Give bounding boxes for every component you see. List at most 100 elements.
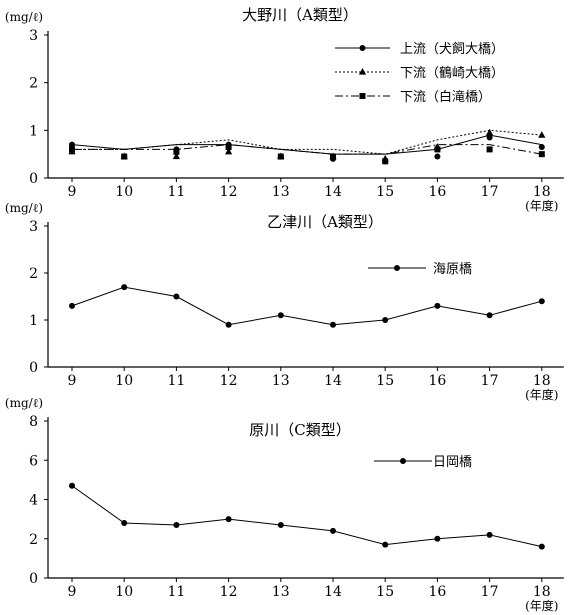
x-tick-label: 11	[167, 184, 185, 200]
data-point	[486, 128, 494, 136]
series-line	[71, 286, 542, 326]
y-tick-label: 3	[29, 28, 38, 44]
y-unit-label: (mg/ℓ)	[5, 396, 43, 410]
data-point	[330, 527, 336, 534]
legend-marker	[358, 68, 367, 75]
data-point	[382, 317, 389, 323]
x-tick-label: 15	[376, 373, 394, 389]
data-point	[277, 522, 284, 529]
data-point	[538, 543, 545, 550]
y-unit-label: (mg/ℓ)	[5, 201, 43, 215]
data-point	[486, 312, 493, 319]
x-tick-label: 15	[376, 184, 394, 200]
y-tick-label: 3	[29, 219, 38, 235]
data-point	[173, 293, 180, 300]
chart-3: 原川（C類型） (mg/ℓ) (年度) 0 2 4 6 8 9 10 11 12 13 14 15 16 17 1…	[5, 396, 564, 613]
data-point	[538, 131, 546, 138]
x-tick-label: 9	[68, 584, 77, 600]
y-tick-label: 2	[29, 76, 38, 92]
x-tick-label: 16	[428, 584, 446, 600]
x-tick-label: 15	[376, 584, 394, 600]
y-tick-label: 1	[29, 123, 38, 139]
x-tick-label: 18	[533, 584, 551, 600]
data-point	[277, 153, 284, 160]
series-line	[71, 485, 542, 548]
data-point	[538, 298, 545, 305]
chart-title: 大野川（A類型）	[242, 6, 358, 24]
data-point	[538, 151, 545, 158]
x-unit-label: (年度)	[525, 198, 558, 213]
y-tick-label: 8	[29, 414, 38, 430]
data-point	[121, 284, 128, 291]
x-unit-label: (年度)	[525, 387, 558, 402]
data-point	[69, 141, 75, 148]
x-tick-label: 12	[220, 184, 238, 200]
data-point	[382, 158, 389, 165]
y-unit-label: (mg/ℓ)	[5, 10, 43, 24]
data-point	[225, 147, 233, 155]
legend-marker	[359, 93, 366, 99]
data-point	[434, 146, 441, 153]
series-line	[72, 129, 542, 155]
data-point	[172, 152, 180, 160]
data-point	[225, 144, 232, 151]
data-point	[538, 144, 545, 151]
x-tick-label: 12	[220, 373, 238, 389]
x-tick-label: 14	[324, 584, 342, 600]
x-tick-label: 16	[428, 373, 446, 389]
y-tick-label: 1	[29, 313, 38, 329]
x-tick-label: 11	[167, 373, 185, 389]
data-point	[277, 312, 284, 319]
y-tick-label: 6	[29, 453, 38, 469]
data-point	[434, 153, 441, 160]
data-point	[173, 522, 180, 529]
legend-entry: 下流（白滝橋）	[400, 89, 491, 105]
legend-marker	[359, 45, 366, 51]
x-tick-label: 17	[481, 184, 499, 200]
data-point	[225, 321, 232, 328]
data-point	[173, 148, 180, 155]
legend-entry: 上流（犬飼大橋）	[400, 42, 504, 57]
legend-entry: 海原橋	[433, 262, 472, 277]
y-tick-label: 4	[29, 493, 38, 509]
data-point	[434, 535, 441, 542]
x-tick-label: 16	[428, 184, 446, 200]
x-tick-label: 13	[272, 184, 290, 200]
x-tick-label: 18	[533, 373, 551, 389]
data-point	[382, 541, 389, 548]
y-tick-label: 0	[29, 571, 38, 587]
x-tick-label: 10	[115, 184, 133, 200]
x-tick-label: 17	[481, 584, 499, 600]
x-tick-label: 18	[533, 184, 551, 200]
x-unit-label: (年度)	[525, 598, 558, 613]
data-point	[69, 146, 75, 153]
data-point	[69, 482, 75, 489]
legend-entry: 日岡橋	[433, 455, 472, 470]
legend-marker	[400, 458, 406, 464]
data-point	[69, 302, 75, 309]
x-tick-label: 9	[68, 373, 77, 389]
data-point	[330, 153, 336, 160]
data-point	[434, 302, 441, 309]
x-tick-label: 14	[324, 184, 342, 200]
data-point	[330, 321, 336, 328]
x-tick-label: 11	[167, 584, 185, 600]
x-tick-label: 10	[115, 373, 133, 389]
data-point	[121, 153, 128, 160]
chart-title: 乙津川（A類型）	[267, 213, 383, 231]
legend-marker	[394, 265, 400, 271]
y-tick-label: 2	[29, 266, 38, 282]
x-tick-label: 14	[324, 373, 342, 389]
series-line	[72, 144, 542, 155]
chart-title: 原川（C類型）	[249, 421, 350, 439]
data-point	[486, 134, 493, 141]
data-point	[225, 516, 232, 523]
x-tick-label: 10	[115, 584, 133, 600]
y-tick-label: 0	[29, 360, 38, 376]
data-point	[121, 520, 128, 527]
x-tick-label: 13	[272, 584, 290, 600]
x-tick-label: 12	[220, 584, 238, 600]
